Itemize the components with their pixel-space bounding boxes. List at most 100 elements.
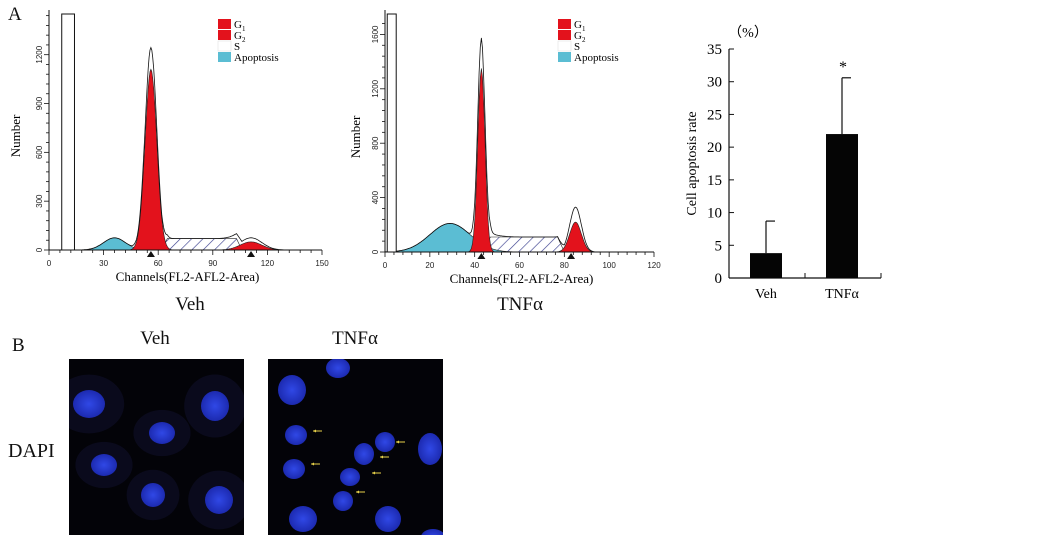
nucleus <box>201 391 229 421</box>
y-axis-label: Cell apoptosis rate <box>685 111 700 215</box>
arrow-head-icon <box>311 462 314 466</box>
histogram-tnfa: 0 20 40 60 80 100 120040080012001600Channels(F… <box>348 10 661 286</box>
total-histogram-outline <box>384 37 654 253</box>
x-tick-label: 90 <box>208 259 217 268</box>
x-tick-label: 60 <box>154 259 163 268</box>
legend-label-s: S <box>574 41 580 53</box>
nucleus <box>278 375 306 405</box>
x-tick-label: 150 <box>315 259 329 268</box>
y-tick-label: 35 <box>707 42 722 58</box>
peak-marker-icon <box>146 251 155 257</box>
x-tick-label: 120 <box>261 259 275 268</box>
nucleus <box>205 486 233 514</box>
y-tick-label: 10 <box>707 206 722 222</box>
histogram-veh: 0 30 60 90 120 150 0 300 600 900 1200 Channels(FL2-… <box>8 10 329 284</box>
histogram-tnfa-caption: TNFα <box>497 294 543 315</box>
total-histogram-outline <box>49 46 322 251</box>
nucleus <box>73 390 105 418</box>
s-phase-area <box>49 238 322 251</box>
y-tick-label: 25 <box>707 107 722 123</box>
x-tick-label: 120 <box>647 261 661 270</box>
panel-a-label: A <box>8 4 22 25</box>
debris-bar <box>61 13 75 251</box>
nucleus <box>141 483 165 507</box>
x-tick-label: 60 <box>515 261 524 270</box>
legend-label-g1: G1 <box>234 19 246 33</box>
legend-swatch <box>558 19 571 29</box>
bar-veh <box>750 253 782 278</box>
micrograph-veh <box>69 359 244 535</box>
x-tick-label: 0 <box>47 259 52 268</box>
y-tick-label: 900 <box>35 96 44 110</box>
nucleus <box>283 459 305 479</box>
histogram-veh-caption: Veh <box>175 294 205 315</box>
x-tick-label: TNFα <box>825 287 859 302</box>
x-tick-label: 0 <box>383 261 388 270</box>
y-axis-label: Number <box>348 115 363 158</box>
y-tick-label: 0 <box>35 247 44 252</box>
legend-label-apoptosis: Apoptosis <box>574 52 619 64</box>
peak-marker-icon <box>477 253 486 259</box>
y-tick-label: 0 <box>715 271 723 287</box>
y-tick-label: 20 <box>707 140 722 156</box>
x-tick-label: 100 <box>602 261 616 270</box>
peak-marker-icon <box>567 253 576 259</box>
legend-swatch <box>558 30 571 40</box>
apoptosis-bar-chart: （%） 0 5 10 15 20 25 30 35 Veh TNFα * Cell apoptosis … <box>685 25 882 302</box>
column-label-veh: Veh <box>140 328 170 349</box>
legend-label-g2: G2 <box>574 30 586 44</box>
y-tick-label: 5 <box>715 238 723 254</box>
y-tick-label: 30 <box>707 75 722 91</box>
arrow-head-icon <box>396 440 399 444</box>
nucleus <box>333 491 353 511</box>
nucleus <box>289 506 317 532</box>
nucleus <box>418 433 442 465</box>
g1-peak <box>49 68 322 251</box>
row-label-dapi: DAPI <box>8 440 55 462</box>
legend-swatch <box>218 52 231 62</box>
y-tick-label: 1600 <box>371 25 380 43</box>
x-tick-label: 80 <box>560 261 569 270</box>
y-tick-label: 0 <box>371 249 380 254</box>
y-tick-label: 15 <box>707 173 722 189</box>
nucleus <box>375 506 401 532</box>
legend-label-s: S <box>234 41 240 53</box>
x-tick-label: Veh <box>755 287 777 302</box>
nucleus <box>421 529 443 535</box>
legend-swatch <box>218 19 231 29</box>
nucleus <box>354 443 374 465</box>
legend-swatch <box>557 40 572 52</box>
legend-label-apoptosis: Apoptosis <box>234 52 279 64</box>
debris-bar <box>386 13 397 253</box>
y-tick-label: 400 <box>371 190 380 204</box>
peak-marker-icon <box>247 251 256 257</box>
g1-peak <box>385 68 654 253</box>
x-tick-label: 20 <box>425 261 434 270</box>
micrograph-tnfa <box>268 359 443 535</box>
y-axis-label: Number <box>8 114 23 157</box>
nucleus <box>340 468 360 486</box>
legend-swatch <box>218 30 231 40</box>
y-tick-label: 600 <box>35 145 44 159</box>
arrow-head-icon <box>356 490 359 494</box>
nucleus <box>149 422 175 444</box>
panel-b-label: B <box>12 335 25 356</box>
y-tick-label: 1200 <box>35 45 44 63</box>
y-tick-label: 300 <box>35 194 44 208</box>
x-axis-label: Channels(FL2-AFL2-Area) <box>450 271 594 286</box>
arrow-head-icon <box>372 471 375 475</box>
unit-label: （%） <box>728 25 768 41</box>
legend-swatch <box>558 52 571 62</box>
arrow-head-icon <box>313 429 316 433</box>
y-tick-label: 1200 <box>371 79 380 97</box>
nucleus <box>285 425 307 445</box>
nucleus <box>91 454 117 476</box>
bar-tnfα <box>826 134 858 278</box>
x-axis-label: Channels(FL2-AFL2-Area) <box>116 269 260 284</box>
x-tick-label: 40 <box>470 261 479 270</box>
legend-label-g1: G1 <box>574 19 586 33</box>
legend-label-g2: G2 <box>234 30 246 44</box>
nucleus <box>326 359 350 378</box>
column-label-tnfa: TNFα <box>332 328 378 349</box>
significance-asterisk: * <box>839 59 847 76</box>
